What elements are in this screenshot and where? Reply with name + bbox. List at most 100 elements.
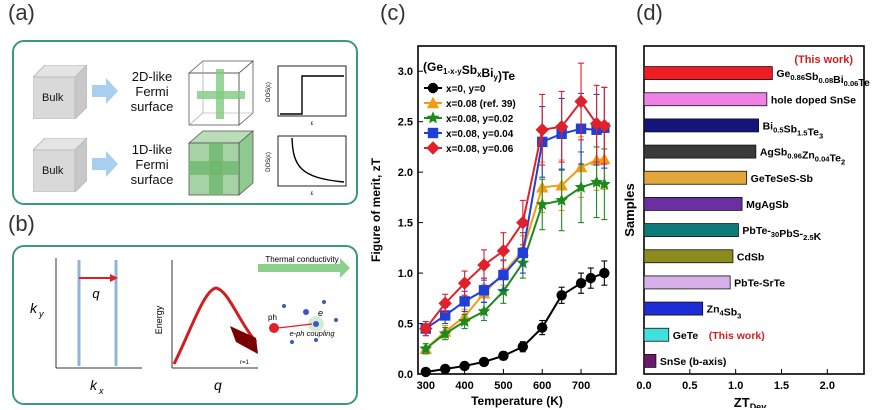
legend-label: x=0.08, y=0.06	[446, 144, 514, 155]
dos-xlabel-1: ε	[311, 121, 314, 126]
this-work-note: (This work)	[709, 330, 765, 342]
x-tick-label: 600	[533, 380, 551, 392]
legend-marker	[426, 96, 440, 109]
this-work-note: (This work)	[794, 54, 853, 66]
legend-marker	[426, 111, 440, 124]
coupling-label: e-ph coupling	[289, 329, 335, 338]
q-label-2: q	[214, 377, 222, 393]
bar	[643, 144, 757, 159]
series-line	[425, 126, 605, 330]
arrow-right-icon	[92, 151, 118, 177]
bar	[643, 327, 670, 342]
energy-label: Energy	[154, 305, 164, 334]
arrow-right-icon	[92, 78, 118, 104]
data-point	[555, 193, 568, 206]
legend-label: x=0, y=0	[446, 84, 486, 95]
data-point	[477, 304, 491, 317]
bar	[643, 275, 731, 290]
thermal-label: Thermal conductivity	[265, 255, 338, 264]
bar-label: PbTe-30PbS-2.5K	[742, 225, 821, 243]
ky-sub: y	[38, 309, 44, 319]
dos-plot-2d: ε DOS(ε)	[266, 65, 347, 126]
y-axis-title: Samples	[622, 183, 637, 236]
legend-marker	[427, 82, 439, 94]
bar-label: GeTeSeS-Sb	[751, 173, 813, 185]
x-tick-label: 0.5	[682, 380, 697, 392]
fermi-surface-1d-icon	[187, 130, 255, 196]
x-tick-label: 1.0	[728, 380, 743, 392]
bar-label: Zn4Sb3	[707, 304, 742, 321]
q-label-1: q	[92, 286, 100, 301]
data-point	[599, 267, 610, 279]
y-tick-label: 0.5	[398, 319, 413, 331]
panel-b-label: (b)	[8, 211, 35, 236]
fermi-surface-2d-icon	[187, 60, 255, 126]
bar-label: CdSb	[737, 251, 764, 263]
data-point	[498, 350, 509, 362]
y-tick-label: 2.0	[398, 167, 413, 179]
plot-frame	[417, 45, 617, 375]
data-point	[535, 123, 549, 137]
x-tick-label: 500	[494, 380, 512, 392]
bar-label: Bi0.5Sb1.5Te3	[763, 120, 824, 140]
bulk-box-2: Bulk	[31, 136, 89, 194]
r-label: r=1	[240, 360, 250, 366]
bar-label: hole doped SnSe	[771, 94, 856, 106]
panel-b-diagram: q k y k x Energy q r=1 Thermal conductiv…	[30, 255, 350, 396]
data-point	[459, 360, 470, 372]
legend-label: x=0.08, y=0.04	[446, 129, 514, 140]
bar	[643, 66, 773, 80]
data-point	[574, 94, 588, 109]
bar	[643, 170, 748, 185]
ph-label: ph	[268, 313, 277, 322]
data-point	[590, 175, 603, 188]
dos-ylabel-1: DOS(ε)	[266, 82, 272, 102]
data-point	[585, 272, 596, 284]
dos-ylabel-2: DOS(ε)	[266, 152, 272, 172]
bulk-box-1: Bulk	[31, 63, 89, 121]
bar-label: Ge0.86Sb0.08Bi0.06Te	[776, 68, 870, 89]
y-tick-label: 3.0	[398, 66, 413, 78]
data-point	[420, 366, 431, 378]
ztdev-bar-chart: 0.0 0.5 1.0 1.5 2.0 ZTDev Samples Ge0.86Sb0.08B…	[622, 45, 870, 408]
series-0: x=0, y=0	[420, 82, 610, 378]
legend-marker	[426, 141, 440, 155]
bar-label: GeTe	[673, 330, 699, 342]
x-tick-label: 300	[417, 380, 435, 392]
data-point	[439, 310, 451, 321]
data-point	[439, 363, 451, 375]
series-line	[425, 272, 605, 373]
dos-xlabel-2: ε	[311, 191, 314, 196]
data-point	[457, 276, 472, 290]
bar-label: AgSb0.96Zn0.04Te2	[760, 147, 845, 167]
kx-sub: x	[98, 386, 104, 396]
y-tick-label: 1.0	[398, 268, 413, 280]
y-tick-label: 1.5	[398, 218, 413, 230]
data-point	[419, 342, 433, 355]
bar-label: MgAgSb	[746, 199, 789, 211]
bar-label: SnSe (b-axis)	[660, 356, 727, 368]
data-point	[438, 326, 452, 340]
data-point	[438, 296, 452, 311]
panel-c-label: (c)	[380, 0, 406, 25]
data-point	[517, 247, 529, 259]
bar	[643, 118, 759, 133]
data-point	[459, 296, 470, 307]
data-point	[478, 285, 490, 296]
bar-label: PbTe-SrTe	[734, 277, 785, 289]
bar	[643, 249, 734, 264]
bar	[643, 354, 657, 368]
panel-a-label: (a)	[8, 0, 35, 25]
x-axis-title: Temperature (K)	[471, 394, 563, 408]
data-point	[556, 290, 567, 301]
data-point	[477, 258, 491, 272]
x-tick-label: 1.5	[774, 380, 789, 392]
zt-line-chart: 0.0 0.5 1.0 1.5 2.0 2.5 3.0 300 400 500 600 700 Temp…	[369, 45, 617, 408]
ky-label: k	[30, 300, 38, 316]
bar	[643, 223, 739, 237]
y-axis-title: Figure of merit, zT	[369, 157, 383, 262]
data-point	[574, 180, 588, 193]
dos-plot-1d: ε DOS(ε)	[266, 135, 347, 196]
x-tick-label: 700	[572, 380, 590, 392]
data-point	[498, 269, 509, 281]
